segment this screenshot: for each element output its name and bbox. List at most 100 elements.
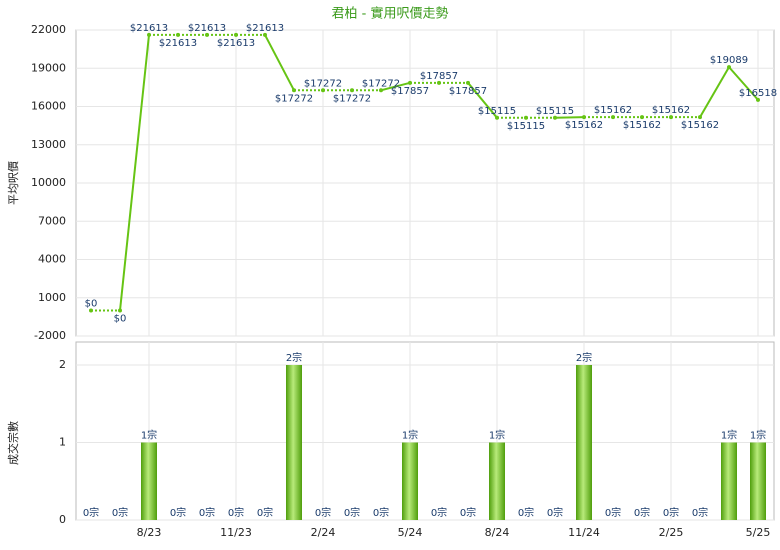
- bar: [750, 442, 766, 520]
- data-label: 0宗: [605, 506, 621, 519]
- data-label: $17857: [449, 86, 487, 97]
- line-segment: [728, 66, 759, 101]
- x-tick-label: 5/24: [398, 526, 423, 539]
- y-axis-label: 平均呎價: [6, 161, 20, 205]
- data-label: 0宗: [373, 506, 389, 519]
- data-label: 0宗: [257, 506, 273, 519]
- point: [640, 115, 644, 120]
- data-label: $19089: [710, 55, 748, 66]
- point: [553, 115, 557, 120]
- y-axis-label: 成交宗數: [6, 421, 20, 465]
- data-label: $0: [85, 299, 98, 310]
- point: [292, 88, 296, 93]
- data-label: 0宗: [315, 506, 331, 519]
- data-label: 1宗: [141, 429, 157, 442]
- y-tick-label: 0: [59, 513, 66, 526]
- data-label: $17857: [420, 71, 458, 82]
- bar: [721, 442, 737, 520]
- data-label: 0宗: [112, 506, 128, 519]
- data-label: 0宗: [83, 506, 99, 519]
- x-tick-label: 2/25: [659, 526, 684, 539]
- point: [698, 115, 702, 120]
- data-label: $15162: [652, 105, 690, 116]
- data-label: $15162: [623, 120, 661, 131]
- y-tick-label: 4000: [38, 253, 66, 266]
- line-segment: [119, 34, 150, 311]
- y-tick-label: 16000: [31, 100, 66, 113]
- y-tick-label: -2000: [34, 329, 66, 342]
- data-label: $21613: [188, 23, 226, 34]
- data-label: $16518: [739, 88, 777, 99]
- data-label: 0宗: [431, 506, 447, 519]
- data-label: 0宗: [547, 506, 563, 519]
- point: [524, 115, 528, 120]
- x-tick-label: 8/23: [137, 526, 162, 539]
- data-label: $15115: [536, 106, 574, 117]
- bar: [141, 442, 157, 520]
- bar: [576, 365, 592, 520]
- bar: [489, 442, 505, 520]
- data-label: $17857: [391, 86, 429, 97]
- bar: [286, 365, 302, 520]
- bar: [402, 442, 418, 520]
- data-label: 0宗: [634, 506, 650, 519]
- data-label: $21613: [159, 38, 197, 49]
- line-segment: [380, 81, 411, 92]
- data-label: 1宗: [750, 429, 766, 442]
- point: [234, 32, 238, 37]
- y-tick-label: 7000: [38, 214, 66, 227]
- data-label: 1宗: [489, 429, 505, 442]
- line-segment: [467, 82, 498, 119]
- chart-title: 君柏 - 實用呎價走勢: [332, 6, 449, 22]
- point: [756, 97, 760, 102]
- data-label: 0宗: [199, 506, 215, 519]
- point: [176, 32, 180, 37]
- data-label: 0宗: [228, 506, 244, 519]
- point: [466, 80, 470, 85]
- point: [379, 88, 383, 93]
- data-label: $15115: [478, 106, 516, 117]
- data-label: $21613: [130, 23, 168, 34]
- y-tick-label: 2: [59, 358, 66, 371]
- y-tick-label: 1000: [38, 291, 66, 304]
- data-label: $21613: [246, 23, 284, 34]
- point: [350, 88, 354, 93]
- data-label: $15162: [594, 105, 632, 116]
- data-label: 0宗: [170, 506, 186, 519]
- point: [205, 32, 209, 37]
- point: [118, 308, 122, 313]
- point: [408, 80, 412, 85]
- data-label: 2宗: [576, 351, 592, 364]
- point: [495, 115, 499, 120]
- data-label: 1宗: [721, 429, 737, 442]
- data-label: $15115: [507, 121, 545, 132]
- point: [582, 115, 586, 120]
- x-tick-label: 2/24: [311, 526, 336, 539]
- data-label: $0: [114, 314, 127, 325]
- point: [147, 32, 151, 37]
- y-tick-label: 10000: [31, 176, 66, 189]
- line-segment: [699, 66, 730, 118]
- data-label: $17272: [362, 78, 400, 89]
- data-label: 0宗: [692, 506, 708, 519]
- data-label: $17272: [275, 93, 313, 104]
- plot-frame: [75, 341, 775, 521]
- y-tick-label: 19000: [31, 61, 66, 74]
- x-tick-label: 11/23: [220, 526, 252, 539]
- data-label: $15162: [565, 120, 603, 131]
- point: [669, 115, 673, 120]
- y-tick-label: 1: [59, 436, 66, 449]
- data-label: $17272: [304, 78, 342, 89]
- point: [727, 65, 731, 70]
- data-label: 1宗: [402, 429, 418, 442]
- data-label: 0宗: [663, 506, 679, 519]
- x-tick-label: 5/25: [746, 526, 771, 539]
- point: [321, 88, 325, 93]
- data-label: 0宗: [518, 506, 534, 519]
- data-label: 0宗: [344, 506, 360, 519]
- line-segment: [264, 34, 295, 91]
- x-tick-label: 8/24: [485, 526, 510, 539]
- point: [89, 308, 93, 313]
- data-label: $21613: [217, 38, 255, 49]
